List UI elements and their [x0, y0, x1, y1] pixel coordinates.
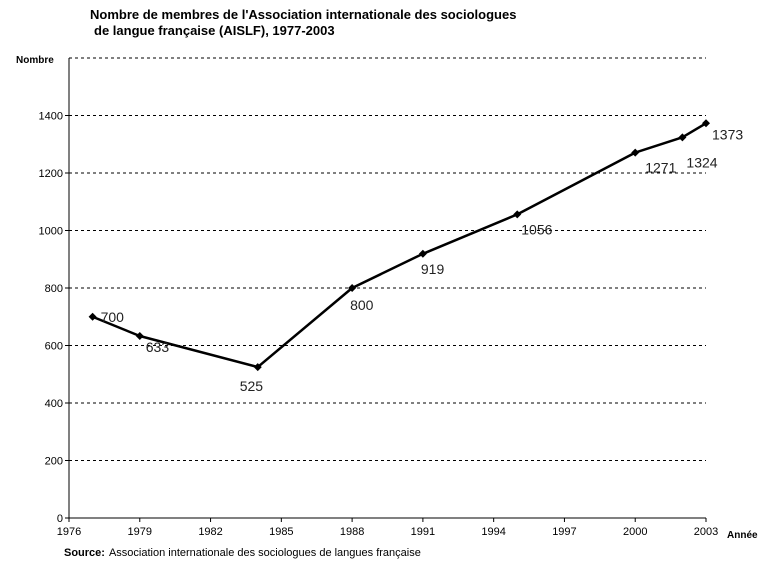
chart-title: Nombre de membres de l'Association inter…: [90, 7, 690, 39]
x-tick-label-1997: 1997: [552, 526, 576, 538]
y-tick-label-600: 600: [45, 341, 63, 353]
data-point-1979: [135, 332, 144, 341]
data-label-1995: 1056: [521, 221, 552, 237]
x-tick-label-1994: 1994: [481, 526, 505, 538]
y-axis-label: Nombre: [16, 55, 54, 66]
y-tick-label-1400: 1400: [39, 111, 63, 123]
data-point-2003: [702, 119, 710, 128]
data-label-1991: 919: [421, 261, 445, 277]
y-tick-label-400: 400: [45, 398, 63, 410]
data-point-1984: [253, 363, 262, 372]
series-line: [92, 122, 707, 369]
x-tick-label-1982: 1982: [198, 526, 222, 538]
grid-lines: [69, 57, 706, 461]
y-tick-label-0: 0: [57, 513, 63, 525]
data-series: [88, 119, 710, 372]
x-tick-label-1979: 1979: [128, 526, 152, 538]
x-tick-label-1976: 1976: [57, 526, 81, 538]
chart-title-line-1: Nombre de membres de l'Association inter…: [90, 7, 517, 22]
y-tick-label-1200: 1200: [39, 168, 63, 180]
y-tick-labels: 0 200 400 600 800 1000 1200 1400: [39, 111, 69, 525]
source-text: Association internationale des sociologu…: [108, 547, 421, 559]
data-labels: 700 633 525 800 919 1056 1271 1324 1373: [101, 126, 744, 394]
data-label-2000: 1271: [645, 160, 676, 176]
data-point-1991: [418, 249, 427, 258]
y-tick-label-1000: 1000: [39, 226, 63, 238]
source-note: Source: Association internationale des so…: [64, 547, 421, 559]
data-point-1995: [513, 210, 522, 219]
data-label-2002: 1324: [686, 154, 717, 170]
chart-title-line-2: de langue française (AISLF), 1977-2003: [94, 23, 335, 38]
data-label-1988: 800: [350, 297, 374, 313]
x-tick-label-1985: 1985: [269, 526, 293, 538]
x-axis-label: Année: [727, 530, 758, 541]
x-tick-label-1991: 1991: [411, 526, 435, 538]
data-label-1977: 700: [101, 309, 125, 325]
y-tick-label-800: 800: [45, 283, 63, 295]
x-tick-label-1988: 1988: [340, 526, 364, 538]
data-label-1984: 525: [240, 378, 264, 394]
x-tick-label-2003: 2003: [694, 526, 718, 538]
data-point-2002: [678, 133, 687, 142]
data-label-2003: 1373: [712, 126, 743, 142]
data-point-1977: [88, 312, 97, 321]
y-tick-label-200: 200: [45, 456, 63, 468]
x-tick-label-2000: 2000: [623, 526, 647, 538]
data-point-1988: [348, 284, 357, 292]
source-label: Source:: [64, 547, 105, 559]
data-point-2000: [631, 148, 640, 157]
x-tick-labels: 1976 1979 1982 1985 1988 1991 1994 1997 2000 2003: [57, 518, 718, 538]
data-label-1979: 633: [146, 339, 170, 355]
